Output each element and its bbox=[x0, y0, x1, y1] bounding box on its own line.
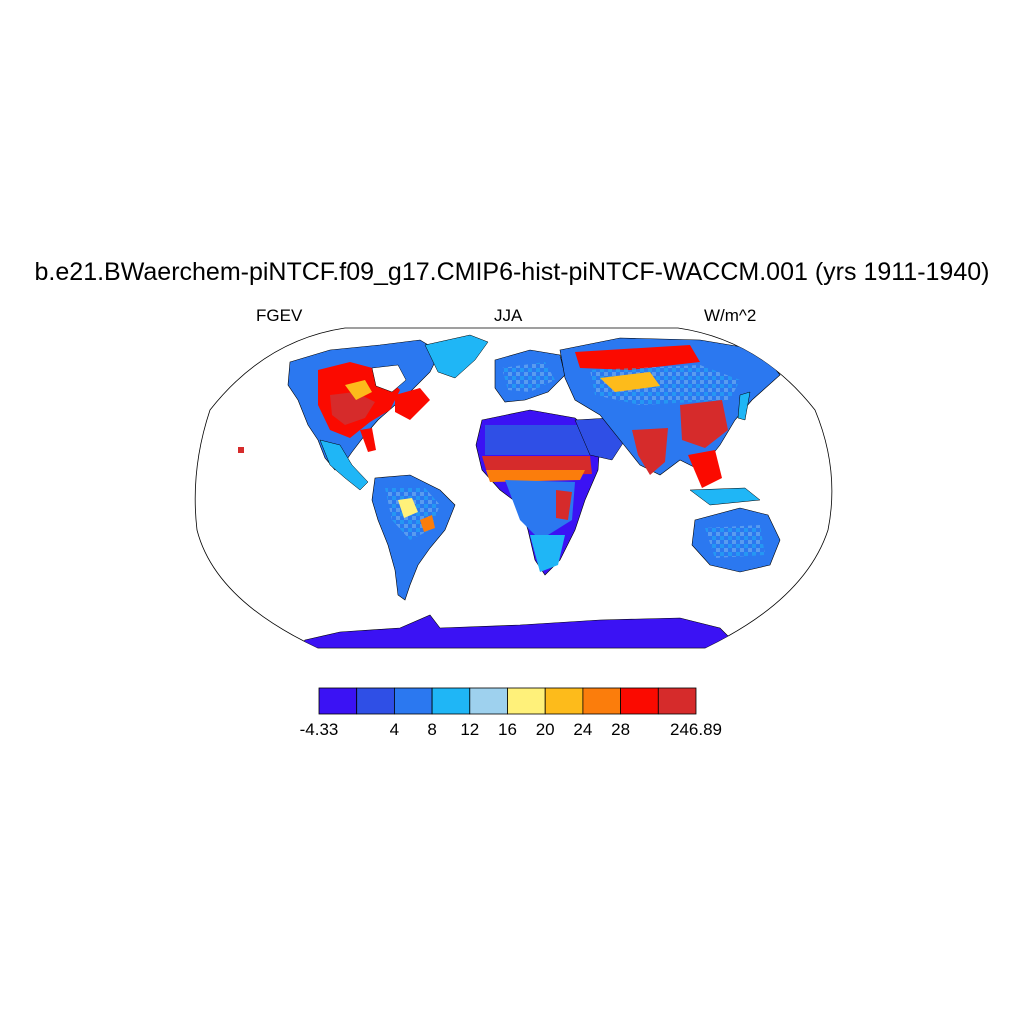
central-america bbox=[319, 439, 369, 491]
colorbar-box bbox=[431, 687, 471, 715]
colorbar-tick-label: -4.33 bbox=[299, 720, 339, 739]
colorbar-box bbox=[544, 687, 584, 715]
colorbar-box bbox=[393, 687, 433, 715]
colorbar-box bbox=[356, 687, 395, 715]
season-label: JJA bbox=[494, 306, 523, 325]
na-east-red bbox=[395, 388, 430, 420]
siberia-red bbox=[575, 345, 700, 370]
colorbar-tick-label: 12 bbox=[460, 720, 480, 739]
na-hot-2 bbox=[330, 392, 375, 425]
sa-yellow bbox=[398, 498, 418, 518]
colorbar-tick-label: 28 bbox=[611, 720, 631, 739]
colorbar-tick-label: 8 bbox=[427, 720, 437, 739]
variable-label: FGEV bbox=[256, 306, 303, 325]
japan bbox=[737, 391, 751, 421]
colorbar-tick-label: 4 bbox=[389, 720, 400, 739]
colorbar-tick-label: 16 bbox=[498, 720, 517, 739]
sahara bbox=[485, 425, 595, 455]
india-red bbox=[632, 428, 668, 475]
units-label: W/m^2 bbox=[704, 306, 757, 325]
colorbar-tick-label: 20 bbox=[535, 720, 555, 739]
colorbar-box bbox=[507, 687, 546, 715]
east-africa-red bbox=[556, 490, 572, 520]
sahel-orange bbox=[486, 470, 585, 482]
colorbar-box bbox=[318, 687, 358, 715]
hawaii bbox=[238, 447, 244, 453]
eu-mix bbox=[502, 362, 555, 392]
na-yellow bbox=[345, 380, 372, 400]
colorbar-tick-label: 24 bbox=[573, 720, 593, 739]
china-red bbox=[680, 400, 728, 448]
plot-title: b.e21.BWaerchem-piNTCF.f09_g17.CMIP6-his… bbox=[34, 258, 990, 286]
south-africa bbox=[530, 535, 565, 572]
australia-inner bbox=[705, 525, 765, 558]
colorbar-tick-label: 246.89 bbox=[670, 720, 722, 739]
colorbar-box bbox=[469, 687, 508, 715]
se-asia bbox=[688, 450, 722, 488]
land-layer bbox=[238, 334, 823, 648]
sa-red bbox=[420, 515, 435, 532]
colorbar-box bbox=[657, 687, 697, 715]
asia-yellow bbox=[600, 372, 660, 392]
florida bbox=[360, 428, 376, 452]
indonesia bbox=[689, 487, 761, 506]
colorbar-box bbox=[620, 687, 659, 715]
antarctica bbox=[299, 614, 741, 648]
colorbar-box bbox=[582, 687, 622, 715]
greenland bbox=[424, 334, 489, 379]
hudson-bay bbox=[371, 364, 407, 393]
colorbar bbox=[318, 687, 697, 715]
